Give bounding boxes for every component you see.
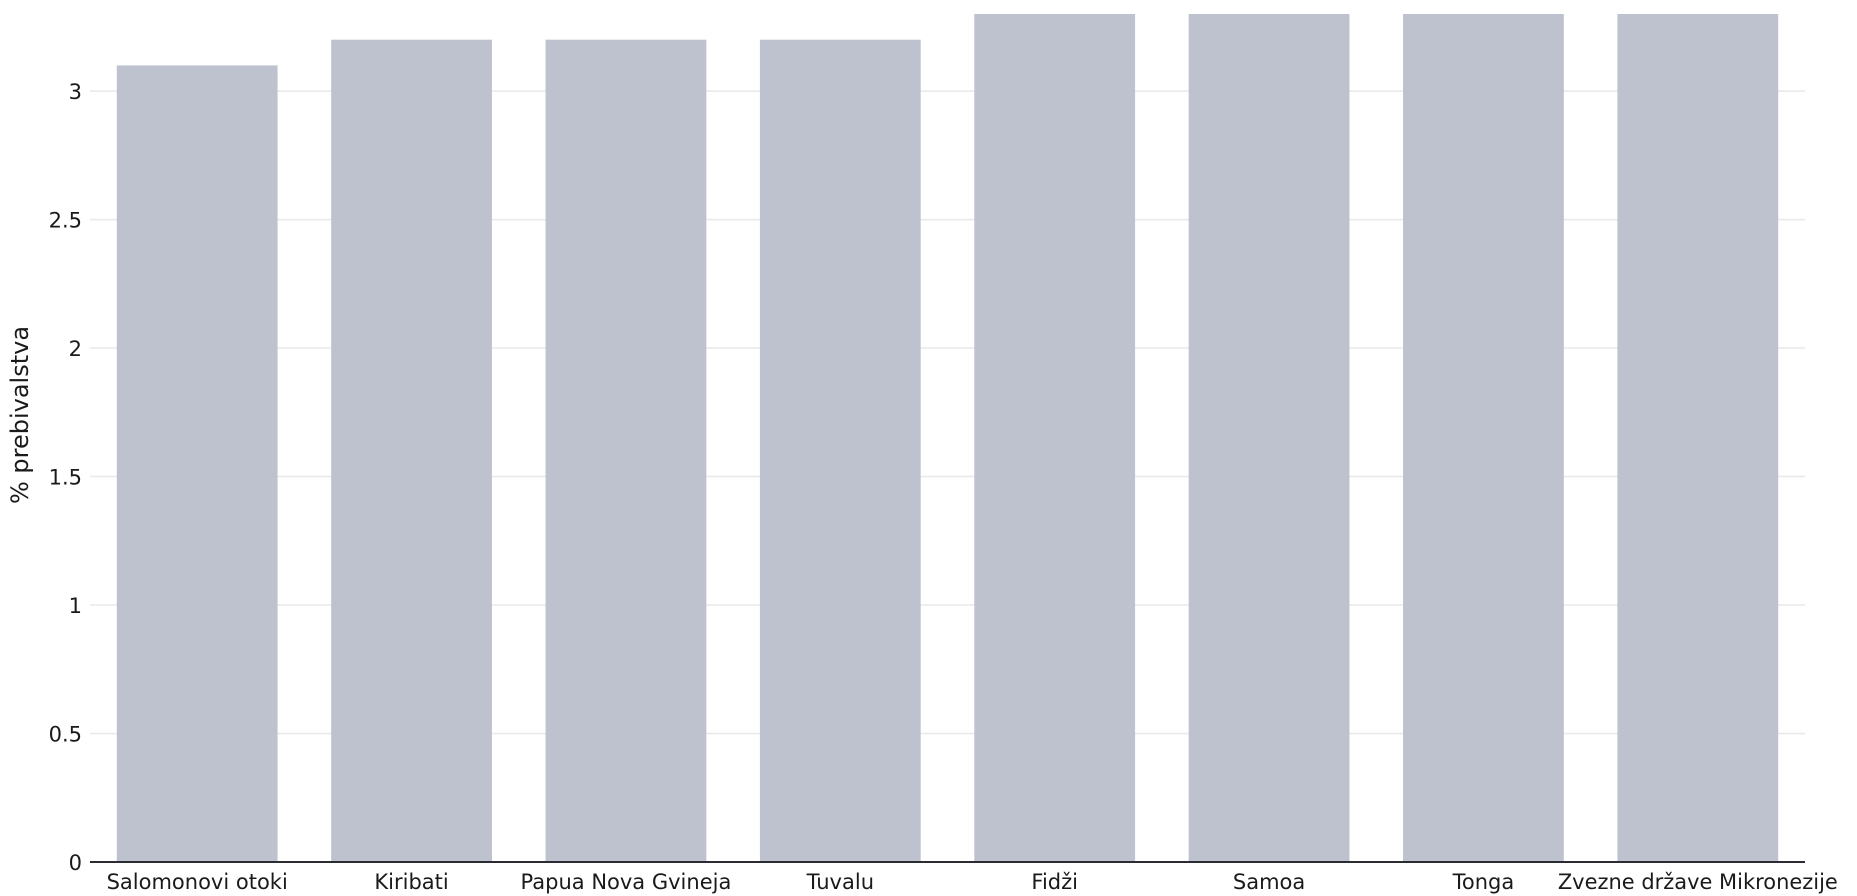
bar[interactable] <box>116 65 278 863</box>
x-tick-label: Salomonovi otoki <box>107 870 288 894</box>
x-tick-label: Zvezne države Mikronezije <box>1558 870 1838 894</box>
x-tick-label: Tuvalu <box>806 870 874 894</box>
y-axis-title: % prebivalstva <box>6 326 34 504</box>
x-tick-label: Samoa <box>1233 870 1305 894</box>
x-tick-label: Papua Nova Gvineja <box>521 870 732 894</box>
bar[interactable] <box>974 14 1136 862</box>
bar[interactable] <box>545 39 707 863</box>
bars <box>116 14 1779 863</box>
x-axis-ticks: Salomonovi otoki Kiribati Papua Nova Gvine… <box>107 870 1838 894</box>
bar[interactable] <box>1403 14 1564 862</box>
y-axis-ticks: 0 0.5 1 1.5 2 2.5 3 <box>49 80 82 875</box>
y-tick-label: 3 <box>69 80 82 104</box>
y-tick-label: 1 <box>69 594 82 618</box>
bar[interactable] <box>1617 14 1779 862</box>
x-tick-label: Fidži <box>1031 870 1078 894</box>
bar[interactable] <box>331 39 492 863</box>
y-tick-label: 2.5 <box>49 209 82 233</box>
y-tick-label: 0 <box>69 851 82 875</box>
x-tick-label: Tonga <box>1452 870 1515 894</box>
bar[interactable] <box>759 39 921 863</box>
bar[interactable] <box>1188 14 1350 862</box>
y-tick-label: 1.5 <box>49 466 82 490</box>
x-tick-label: Kiribati <box>374 870 448 894</box>
y-tick-label: 0.5 <box>49 723 82 747</box>
y-tick-label: 2 <box>69 337 82 361</box>
